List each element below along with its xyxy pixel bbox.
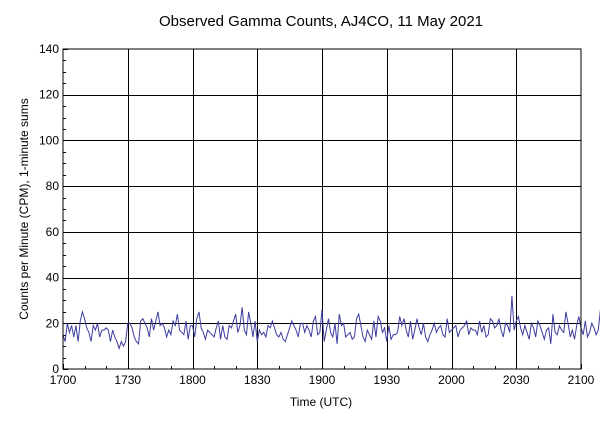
y-tick-label: 100 [39, 133, 59, 147]
y-tick-label: 60 [46, 225, 60, 239]
y-tick-label: 0 [52, 362, 59, 376]
y-tick-label: 40 [46, 271, 60, 285]
y-axis-label: Counts per Minute (CPM), 1-minute sums [17, 98, 31, 319]
y-tick-label: 80 [46, 179, 60, 193]
x-tick-label: 1800 [179, 373, 206, 387]
x-tick-label: 2100 [568, 373, 595, 387]
y-tick-label: 120 [39, 88, 59, 102]
x-axis-label: Time (UTC) [290, 395, 352, 409]
x-tick-label: 1830 [244, 373, 271, 387]
chart-title: Observed Gamma Counts, AJ4CO, 11 May 202… [159, 13, 483, 30]
x-axis: 1700 1730 1800 1830 1900 1930 2000 2030 … [50, 373, 595, 387]
x-tick-label: 1730 [114, 373, 141, 387]
x-tick-label: 2000 [438, 373, 465, 387]
grid-lines [63, 49, 581, 369]
y-tick-label: 20 [46, 316, 60, 330]
x-tick-label: 1700 [50, 373, 77, 387]
plot-frame [62, 48, 582, 370]
x-tick-label: 1930 [373, 373, 400, 387]
series-line-gamma-counts [62, 295, 600, 351]
x-tick-label: 1900 [309, 373, 336, 387]
y-tick-label: 140 [39, 42, 59, 56]
x-tick-label: 2030 [503, 373, 530, 387]
y-axis: 0 20 40 60 80 100 120 140 [39, 42, 59, 376]
